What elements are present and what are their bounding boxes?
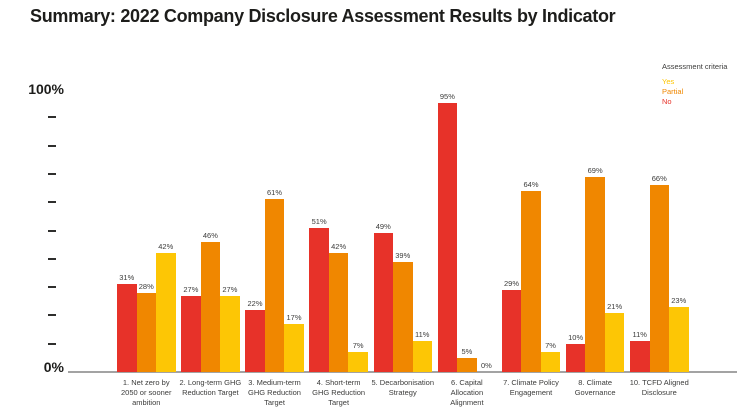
- bar-value-label: 27%: [222, 284, 238, 294]
- y-tick: [48, 116, 56, 119]
- bar-partial-7: [521, 190, 541, 372]
- category-label: 3. Medium-term GHG Reduction Target: [248, 378, 301, 407]
- bar-partial-5: [393, 261, 413, 372]
- bar-value-label: 51%: [311, 216, 327, 226]
- bar-yes-8: [604, 312, 625, 372]
- bar-value-label: 17%: [286, 312, 302, 322]
- y-tick: [48, 144, 56, 147]
- y-tick: [48, 201, 56, 204]
- bar-yes-7: [540, 352, 561, 372]
- bar-no-4: [309, 227, 329, 372]
- bar-value-label: 46%: [202, 230, 218, 240]
- bar-partial-3: [264, 199, 285, 372]
- bar-value-label: 5%: [461, 346, 473, 356]
- y-tick: [48, 314, 56, 317]
- bar-value-label: 49%: [375, 222, 391, 232]
- bar-value-label: 28%: [138, 281, 154, 291]
- bar-yes-4: [348, 352, 368, 372]
- y-axis-label-0: 0%: [43, 359, 64, 375]
- bar-partial-2: [200, 241, 221, 372]
- bar-value-label: 0%: [480, 361, 492, 370]
- bar-value-label: 64%: [523, 179, 539, 189]
- bar-partial-6: [457, 357, 477, 372]
- y-axis-label-100: 100%: [28, 81, 64, 97]
- bar-value-label: 66%: [651, 174, 667, 184]
- category-label: 4. Short-term GHG Reduction Target: [312, 378, 366, 407]
- category-label: 5. Decarbonisation Strategy: [371, 378, 435, 397]
- legend-item-no: No: [662, 97, 672, 106]
- bar-value-label: 31%: [119, 273, 135, 283]
- bar-no-2: [181, 295, 201, 372]
- bar-partial-9: [649, 185, 669, 372]
- y-tick: [48, 257, 56, 260]
- bar-value-label: 95%: [439, 92, 455, 102]
- category-label: 6. Capital Allocation Alignment: [450, 378, 484, 407]
- bar-value-label: 27%: [183, 284, 199, 294]
- y-tick: [48, 342, 56, 345]
- bar-no-9: [630, 340, 650, 372]
- bar-yes-1: [156, 253, 176, 372]
- bar-no-8: [565, 343, 586, 372]
- bar-value-label: 11%: [632, 329, 647, 339]
- bar-value-label: 42%: [158, 242, 174, 252]
- bar-yes-2: [220, 295, 240, 372]
- bar-partial-8: [585, 176, 605, 372]
- bar-no-6: [437, 103, 458, 372]
- legend-title: Assessment criteria: [662, 62, 728, 71]
- chart-title: Summary: 2022 Company Disclosure Assessm…: [30, 6, 616, 26]
- bar-yes-5: [412, 340, 432, 372]
- bar-partial-1: [136, 292, 156, 372]
- x-axis-line: [68, 371, 737, 373]
- bar-yes-9: [669, 306, 689, 372]
- bar-value-label: 7%: [352, 341, 364, 351]
- bar-value-label: 21%: [607, 301, 623, 311]
- legend-item-yes: Yes: [662, 77, 675, 86]
- y-tick: [48, 172, 56, 175]
- category-label: 7. Climate Policy Engagement: [503, 378, 559, 397]
- bar-value-label: 23%: [671, 295, 687, 305]
- bar-no-1: [117, 284, 137, 372]
- bar-value-label: 11%: [415, 329, 430, 339]
- y-tick: [48, 286, 56, 289]
- category-label: 2. Long-term GHG Reduction Target: [179, 378, 242, 397]
- bar-no-5: [373, 233, 393, 372]
- category-label: 10. TCFD Aligned Disclosure: [629, 378, 689, 397]
- bar-value-label: 42%: [331, 242, 347, 252]
- bar-partial-4: [328, 253, 349, 372]
- legend: Assessment criteria Yes Partial No: [662, 62, 727, 107]
- bar-value-label: 61%: [266, 188, 282, 198]
- bar-value-label: 69%: [587, 165, 603, 175]
- y-tick: [48, 229, 56, 232]
- bar-value-label: 39%: [395, 250, 411, 260]
- bar-no-7: [501, 289, 522, 372]
- bar-value-label: 29%: [503, 278, 519, 288]
- bar-value-label: 22%: [247, 298, 263, 308]
- bar-no-3: [245, 309, 265, 372]
- bar-value-label: 7%: [545, 341, 556, 351]
- category-label: 1. Net zero by 2050 or sooner ambition: [121, 378, 172, 407]
- category-label: 8. Climate Governance: [574, 378, 616, 397]
- bar-value-label: 10%: [568, 332, 584, 342]
- bar-yes-3: [284, 323, 304, 372]
- legend-item-partial: Partial: [662, 87, 684, 96]
